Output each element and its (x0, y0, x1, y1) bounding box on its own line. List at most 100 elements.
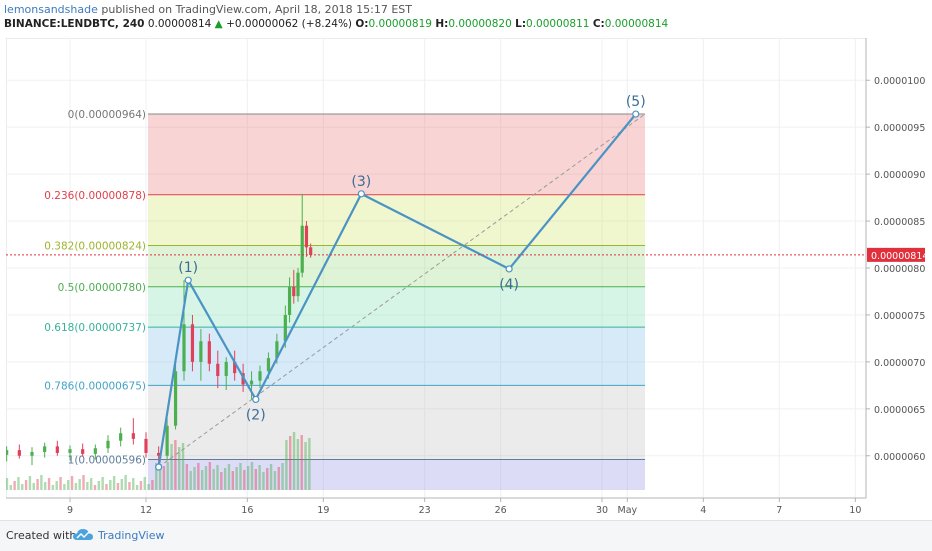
candle-body (190, 324, 195, 362)
volume-bar (266, 468, 269, 490)
volume-bar (231, 471, 235, 490)
volume-bar (300, 435, 303, 490)
volume-bar (21, 484, 24, 490)
candle-body (309, 247, 313, 255)
wave-point (632, 110, 640, 118)
symbol-info: BINANCE:LENDBTC, 240 0.00000814 ▲ +0.000… (4, 18, 668, 30)
candle-body (106, 440, 110, 449)
wave-label: (1) (178, 260, 198, 276)
author-link[interactable]: lemonsandshade (4, 3, 98, 16)
y-tick-label: 0.00000850 (874, 217, 926, 228)
volume-bar (174, 440, 177, 490)
volume-bar (304, 442, 307, 490)
x-tick-label: 26 (495, 505, 507, 516)
volume-bar (32, 483, 35, 490)
fib-zone (148, 286, 645, 328)
x-tick-label: 4 (700, 505, 706, 516)
candle-body (30, 452, 34, 456)
volume-bar (17, 477, 20, 490)
publish-info: lemonsandshade published on TradingView.… (4, 3, 412, 16)
chart-area[interactable]: 0(0.00000964) 0.236(0.00000878) 0.382(0.00… (0, 37, 931, 520)
volume-bar (101, 477, 104, 490)
candle-body (304, 225, 309, 248)
candle-body (233, 361, 237, 374)
change-arrow: ▲ (214, 18, 223, 30)
close-value: 0.00000814 (604, 18, 669, 30)
high-value: 0.00000820 (448, 18, 512, 30)
volume-bar (112, 476, 116, 490)
tradingview-brand-link[interactable]: TradingView (98, 529, 165, 542)
wave-point (505, 265, 513, 273)
volume-bar (197, 463, 200, 490)
candle-body (275, 341, 279, 359)
candle-body (182, 324, 186, 372)
volume-bar (277, 467, 280, 490)
volume-bar (281, 463, 284, 490)
x-tick-label: 16 (241, 505, 253, 516)
volume-bar (105, 484, 108, 490)
y-tick-label: 0.00000600 (874, 452, 926, 463)
volume-bar (82, 475, 85, 490)
x-tick-label: 10 (849, 505, 861, 516)
volume-bar (151, 480, 154, 490)
volume-bar (162, 466, 166, 490)
x-tick-label: May (618, 505, 638, 516)
candle-body (300, 225, 304, 273)
candle-body (131, 433, 135, 439)
low-value: 0.00000811 (526, 18, 590, 30)
candle-body (157, 452, 161, 456)
volume-bar (97, 481, 101, 490)
wave-label: (5) (626, 94, 646, 110)
volume-bar (273, 471, 277, 490)
candle-body (93, 448, 97, 454)
volume-bar (44, 482, 47, 490)
volume-bar (86, 482, 89, 490)
candle-body (55, 446, 59, 453)
volume-bar (120, 479, 123, 490)
volume-bar (185, 464, 189, 490)
y-tick-label: 0.00001000 (874, 76, 926, 87)
volume-bar (200, 470, 204, 490)
candle-body (216, 363, 220, 376)
volume-bar (285, 440, 288, 490)
volume-bar (262, 472, 265, 490)
wave-point (357, 190, 365, 198)
volume-bar (63, 484, 66, 490)
volume-bar (66, 480, 70, 490)
symbol-name: BINANCE:LENDBTC, 240 (4, 18, 145, 30)
volume-bar (292, 432, 296, 490)
volume-bar (139, 481, 143, 490)
wave-label: (4) (499, 277, 519, 293)
volume-bar (143, 477, 146, 490)
volume-bar (155, 463, 158, 490)
x-tick-label: 12 (140, 505, 152, 516)
x-tick-label: 9 (67, 505, 73, 516)
volume-bar (246, 466, 250, 490)
volume-bar (289, 436, 292, 490)
volume-bar (70, 476, 74, 490)
price-chart[interactable]: 0(0.00000964) 0.236(0.00000878) 0.382(0.00… (0, 37, 931, 520)
fib-zone (148, 245, 645, 287)
volume-bar (220, 472, 223, 490)
volume-bar (51, 485, 55, 490)
volume-bar (47, 478, 51, 490)
y-tick-label: 0.00000800 (874, 264, 926, 275)
x-tick-label: 30 (596, 505, 608, 516)
x-tick-label: 19 (317, 505, 329, 516)
x-tick-label: 7 (776, 505, 782, 516)
last-price: 0.00000814 (147, 18, 212, 30)
volume-bar (74, 483, 78, 490)
volume-bar (269, 464, 273, 490)
x-tick-label: 23 (419, 505, 431, 516)
price-change: +0.00000062 (+8.24%) (226, 18, 353, 30)
publish-date: published on TradingView.com, April 18, … (101, 3, 412, 16)
volume-bar (239, 463, 242, 490)
volume-bar (116, 483, 120, 490)
volume-bar (235, 467, 238, 490)
fib-level-label: 0(0.00000964) (68, 109, 146, 121)
trend-line (158, 113, 646, 468)
fib-level-label: 0.236(0.00000878) (44, 190, 146, 202)
low-label: L: (515, 18, 527, 30)
wave-label: (3) (351, 174, 371, 190)
wave-point (155, 463, 163, 471)
